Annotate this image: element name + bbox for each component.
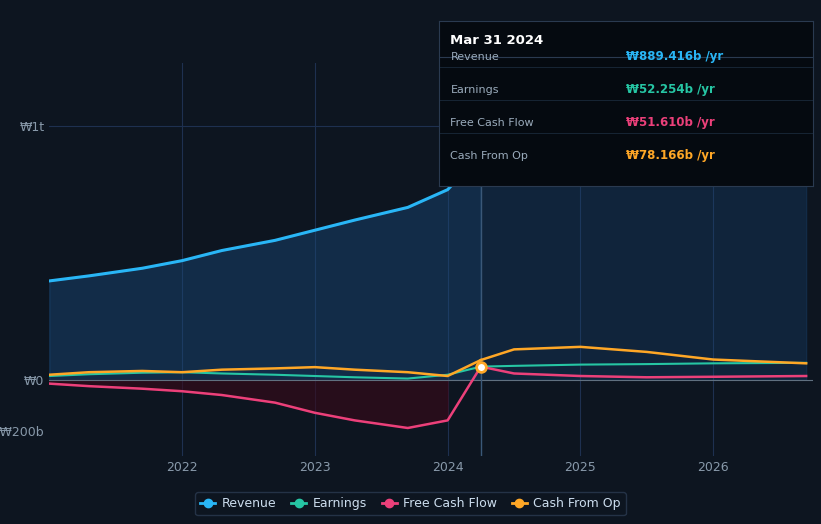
Text: Mar 31 2024: Mar 31 2024	[451, 34, 544, 47]
Text: ₩52.254b /yr: ₩52.254b /yr	[626, 83, 715, 96]
Legend: Revenue, Earnings, Free Cash Flow, Cash From Op: Revenue, Earnings, Free Cash Flow, Cash …	[195, 492, 626, 515]
Text: Cash From Op: Cash From Op	[451, 151, 529, 161]
Text: Earnings: Earnings	[451, 85, 499, 95]
Text: ₩889.416b /yr: ₩889.416b /yr	[626, 50, 723, 63]
Text: Free Cash Flow: Free Cash Flow	[451, 118, 534, 128]
Text: Past: Past	[450, 82, 475, 95]
Text: ₩78.166b /yr: ₩78.166b /yr	[626, 149, 715, 162]
Text: Revenue: Revenue	[451, 52, 499, 62]
Text: Analysts Forecasts: Analysts Forecasts	[488, 82, 598, 95]
Text: ₩51.610b /yr: ₩51.610b /yr	[626, 116, 715, 129]
